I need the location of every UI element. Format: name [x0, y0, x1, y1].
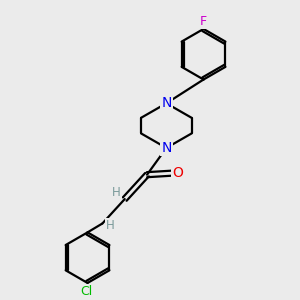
- Text: F: F: [200, 15, 207, 28]
- Text: H: H: [112, 186, 121, 199]
- Text: N: N: [161, 141, 172, 155]
- Text: N: N: [161, 96, 172, 110]
- Text: O: O: [172, 166, 183, 180]
- Text: H: H: [106, 219, 115, 232]
- Text: Cl: Cl: [80, 285, 92, 298]
